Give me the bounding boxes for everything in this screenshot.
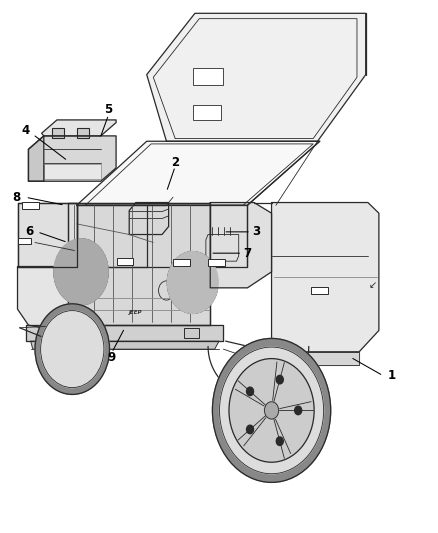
Bar bbox=[39, 328, 55, 338]
Bar bbox=[193, 105, 221, 120]
Bar bbox=[117, 257, 133, 264]
Circle shape bbox=[141, 228, 144, 232]
Circle shape bbox=[141, 217, 144, 222]
Polygon shape bbox=[18, 203, 77, 266]
Bar bbox=[184, 328, 199, 338]
Polygon shape bbox=[206, 235, 239, 261]
Circle shape bbox=[295, 406, 302, 415]
Circle shape bbox=[35, 304, 110, 394]
Circle shape bbox=[154, 228, 157, 232]
Polygon shape bbox=[272, 203, 379, 352]
Polygon shape bbox=[18, 203, 77, 266]
Text: 2: 2 bbox=[171, 156, 179, 169]
Bar bbox=[22, 201, 39, 208]
Text: 5: 5 bbox=[105, 103, 113, 116]
Polygon shape bbox=[77, 205, 147, 266]
Circle shape bbox=[276, 375, 283, 384]
Polygon shape bbox=[42, 120, 116, 136]
Text: 6: 6 bbox=[26, 225, 34, 238]
Polygon shape bbox=[77, 141, 320, 205]
Bar bbox=[77, 128, 89, 138]
Polygon shape bbox=[28, 136, 116, 181]
Bar bbox=[44, 164, 101, 179]
Polygon shape bbox=[210, 203, 272, 288]
Text: ↙: ↙ bbox=[368, 280, 376, 290]
Circle shape bbox=[41, 311, 104, 387]
Text: 9: 9 bbox=[108, 351, 116, 364]
Text: 7: 7 bbox=[244, 247, 251, 260]
Bar bbox=[52, 128, 64, 138]
Bar bbox=[208, 259, 225, 265]
Polygon shape bbox=[77, 205, 247, 266]
Circle shape bbox=[134, 228, 138, 232]
Polygon shape bbox=[272, 352, 359, 365]
Circle shape bbox=[265, 402, 279, 419]
Polygon shape bbox=[18, 266, 77, 333]
Text: JEEP: JEEP bbox=[129, 310, 142, 316]
Circle shape bbox=[147, 223, 151, 227]
Bar bbox=[311, 287, 328, 294]
Circle shape bbox=[134, 217, 138, 222]
Text: 3: 3 bbox=[252, 225, 260, 238]
Text: 4: 4 bbox=[21, 124, 29, 137]
Text: 8: 8 bbox=[13, 191, 21, 204]
Circle shape bbox=[134, 223, 138, 227]
Circle shape bbox=[147, 217, 151, 222]
Circle shape bbox=[141, 223, 144, 227]
Circle shape bbox=[154, 217, 157, 222]
Circle shape bbox=[154, 223, 157, 227]
Polygon shape bbox=[129, 203, 169, 235]
Circle shape bbox=[212, 338, 331, 482]
Circle shape bbox=[276, 437, 283, 446]
Polygon shape bbox=[68, 203, 210, 325]
Polygon shape bbox=[147, 13, 366, 141]
Bar bbox=[193, 68, 223, 85]
Circle shape bbox=[247, 387, 254, 395]
Circle shape bbox=[229, 359, 314, 462]
Circle shape bbox=[247, 425, 254, 434]
Polygon shape bbox=[28, 136, 44, 181]
Circle shape bbox=[147, 228, 151, 232]
Polygon shape bbox=[31, 341, 219, 349]
Circle shape bbox=[219, 347, 324, 474]
Text: 1: 1 bbox=[388, 369, 396, 382]
Bar bbox=[173, 259, 190, 265]
Bar bbox=[18, 238, 31, 244]
Circle shape bbox=[167, 252, 218, 313]
Polygon shape bbox=[26, 325, 223, 341]
Circle shape bbox=[54, 239, 108, 305]
